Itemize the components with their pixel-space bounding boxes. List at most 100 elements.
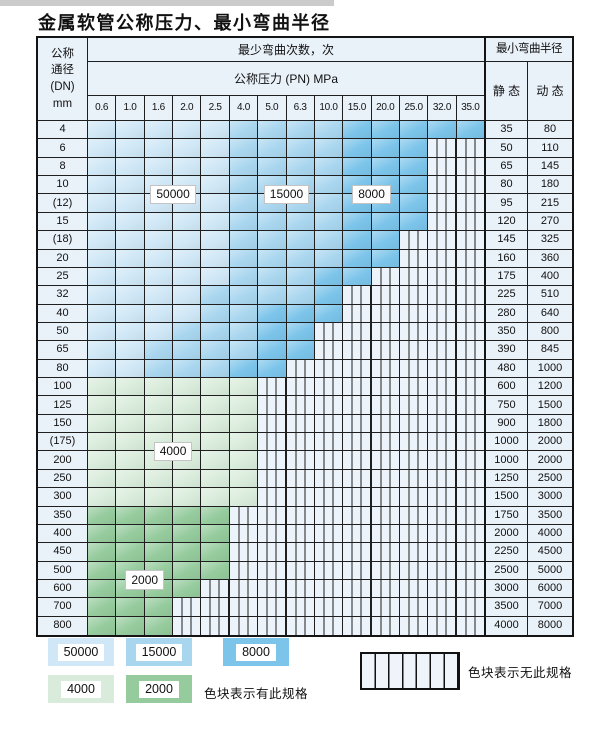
cycle-cell	[201, 194, 230, 213]
cycle-cell	[201, 433, 230, 452]
dynamic-value-cell: 3500	[528, 507, 572, 525]
cycle-cell	[428, 598, 457, 617]
cycle-cell	[314, 598, 344, 617]
cycle-cell	[201, 524, 230, 544]
cycle-cell	[428, 249, 457, 268]
dynamic-value-cell: 845	[528, 341, 572, 360]
cycle-cell	[371, 359, 400, 378]
cycle-cell	[314, 231, 344, 250]
cycle-cell	[173, 598, 202, 617]
cycle-cell	[286, 341, 315, 360]
dn-cell: 10	[38, 176, 88, 195]
cycle-cell	[144, 378, 174, 397]
cycle-cell	[229, 231, 259, 250]
cycle-cell	[88, 616, 117, 635]
static-value-cell: 160	[484, 249, 528, 268]
cycle-cell	[116, 249, 145, 268]
cycle-cell	[201, 451, 230, 470]
static-value-cell: 390	[484, 341, 528, 360]
cycle-cell	[314, 451, 344, 470]
cycle-cell	[144, 598, 174, 617]
cycle-cell	[173, 524, 202, 544]
cycle-cell	[428, 121, 457, 140]
cycle-cell	[456, 341, 485, 360]
dn-cell: 250	[38, 469, 88, 489]
legend-chip: 4000	[48, 675, 114, 703]
static-value-cell: 900	[484, 414, 528, 434]
cycle-cell	[258, 378, 287, 397]
cycle-cell	[144, 341, 174, 360]
cycle-cell	[399, 267, 429, 287]
cycle-cell	[201, 341, 230, 360]
cycle-cell	[201, 579, 230, 599]
cycle-cell	[371, 561, 400, 580]
cycle-cell	[258, 561, 287, 580]
cycle-cell	[116, 378, 145, 397]
cycle-cell	[456, 304, 485, 323]
cycle-cell	[144, 543, 174, 562]
cycle-cell	[286, 212, 315, 232]
cycle-cell	[173, 286, 202, 305]
cycle-cell	[173, 121, 202, 140]
dynamic-value-cell: 270	[528, 213, 572, 232]
cycle-cell	[314, 469, 344, 489]
cycle-cell	[258, 433, 287, 452]
cycle-cell	[286, 286, 315, 305]
pressure-tick: 15.0	[343, 96, 372, 121]
cycle-cell	[343, 378, 372, 397]
cycle-cell	[428, 378, 457, 397]
cycle-cell	[286, 304, 315, 323]
cycle-cell	[399, 176, 429, 195]
cycle-cell	[88, 267, 117, 287]
dynamic-value-cell: 5000	[528, 562, 572, 580]
cycle-cell	[88, 579, 117, 599]
static-value-cell: 2500	[484, 561, 528, 580]
cycle-cell	[173, 396, 202, 415]
cycle-cell	[144, 506, 174, 525]
cycle-cell	[371, 451, 400, 470]
cycle-cell	[399, 157, 429, 177]
cycle-cell	[456, 451, 485, 470]
cycle-cell	[173, 616, 202, 635]
cycle-cell	[258, 414, 287, 434]
cycle-cell	[229, 322, 259, 342]
dn-cell: 8	[38, 157, 88, 177]
static-value-cell: 2000	[484, 524, 528, 544]
cycle-cell	[116, 506, 145, 525]
cycle-cell	[88, 451, 117, 470]
dn-cell: 200	[38, 451, 88, 470]
cycle-cell	[229, 598, 259, 617]
dynamic-value-cell: 1200	[528, 378, 572, 397]
cycle-cell	[173, 488, 202, 507]
cycle-cell	[229, 341, 259, 360]
dynamic-value-cell: 1800	[528, 415, 572, 434]
cycle-cell	[116, 451, 145, 470]
cycle-cell	[371, 506, 400, 525]
dn-header-line: 通径	[51, 64, 74, 77]
cycle-cell	[286, 157, 315, 177]
cycle-cell	[399, 506, 429, 525]
cycle-cell	[116, 359, 145, 378]
cycle-cell	[314, 249, 344, 268]
dn-header-line: mm	[52, 97, 73, 110]
cycle-cell	[343, 139, 372, 158]
cycle-cell	[371, 616, 400, 635]
cycle-cell	[428, 359, 457, 378]
cycle-cell	[229, 249, 259, 268]
cycle-cell	[343, 488, 372, 507]
cycle-cell	[286, 121, 315, 140]
cycle-cell	[173, 231, 202, 250]
cycle-cell	[258, 359, 287, 378]
cycle-cell	[456, 194, 485, 213]
cycle-cell	[258, 212, 287, 232]
dynamic-value-cell: 2000	[528, 433, 572, 452]
dn-cell: 500	[38, 561, 88, 580]
dynamic-value-cell: 1000	[528, 360, 572, 378]
cycle-cell	[371, 598, 400, 617]
dn-cell: 40	[38, 304, 88, 323]
static-value-cell: 95	[484, 194, 528, 213]
dynamic-value-cell: 110	[528, 139, 572, 158]
cycle-cell	[116, 139, 145, 158]
cycle-cell	[428, 286, 457, 305]
cycle-cell	[286, 322, 315, 342]
